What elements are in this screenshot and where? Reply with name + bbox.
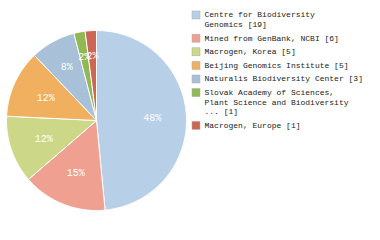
svg-text:Centre for BiodiversityGenomic: Centre for BiodiversityGenomics [19] xyxy=(205,10,316,29)
svg-text:Naturalis Biodiversity Center: Naturalis Biodiversity Center [3] xyxy=(205,74,363,83)
svg-text:Mined from GenBank, NCBI [6]: Mined from GenBank, NCBI [6] xyxy=(205,34,339,43)
svg-text:48%: 48% xyxy=(143,113,161,124)
svg-text:12%: 12% xyxy=(37,93,55,104)
svg-text:Slovak Academy of Sciences,Pla: Slovak Academy of Sciences,Plant Science… xyxy=(205,88,349,116)
svg-text:8%: 8% xyxy=(61,62,73,73)
svg-text:12%: 12% xyxy=(35,134,53,145)
svg-text:Beijing Genomics Institute [5]: Beijing Genomics Institute [5] xyxy=(205,61,349,70)
svg-text:2%: 2% xyxy=(86,51,98,62)
svg-text:15%: 15% xyxy=(67,168,85,179)
svg-text:Macrogen, Europe [1]: Macrogen, Europe [1] xyxy=(205,121,301,130)
svg-text:2%: 2% xyxy=(78,52,91,64)
svg-text:Macrogen, Korea [5]: Macrogen, Korea [5] xyxy=(205,47,296,56)
